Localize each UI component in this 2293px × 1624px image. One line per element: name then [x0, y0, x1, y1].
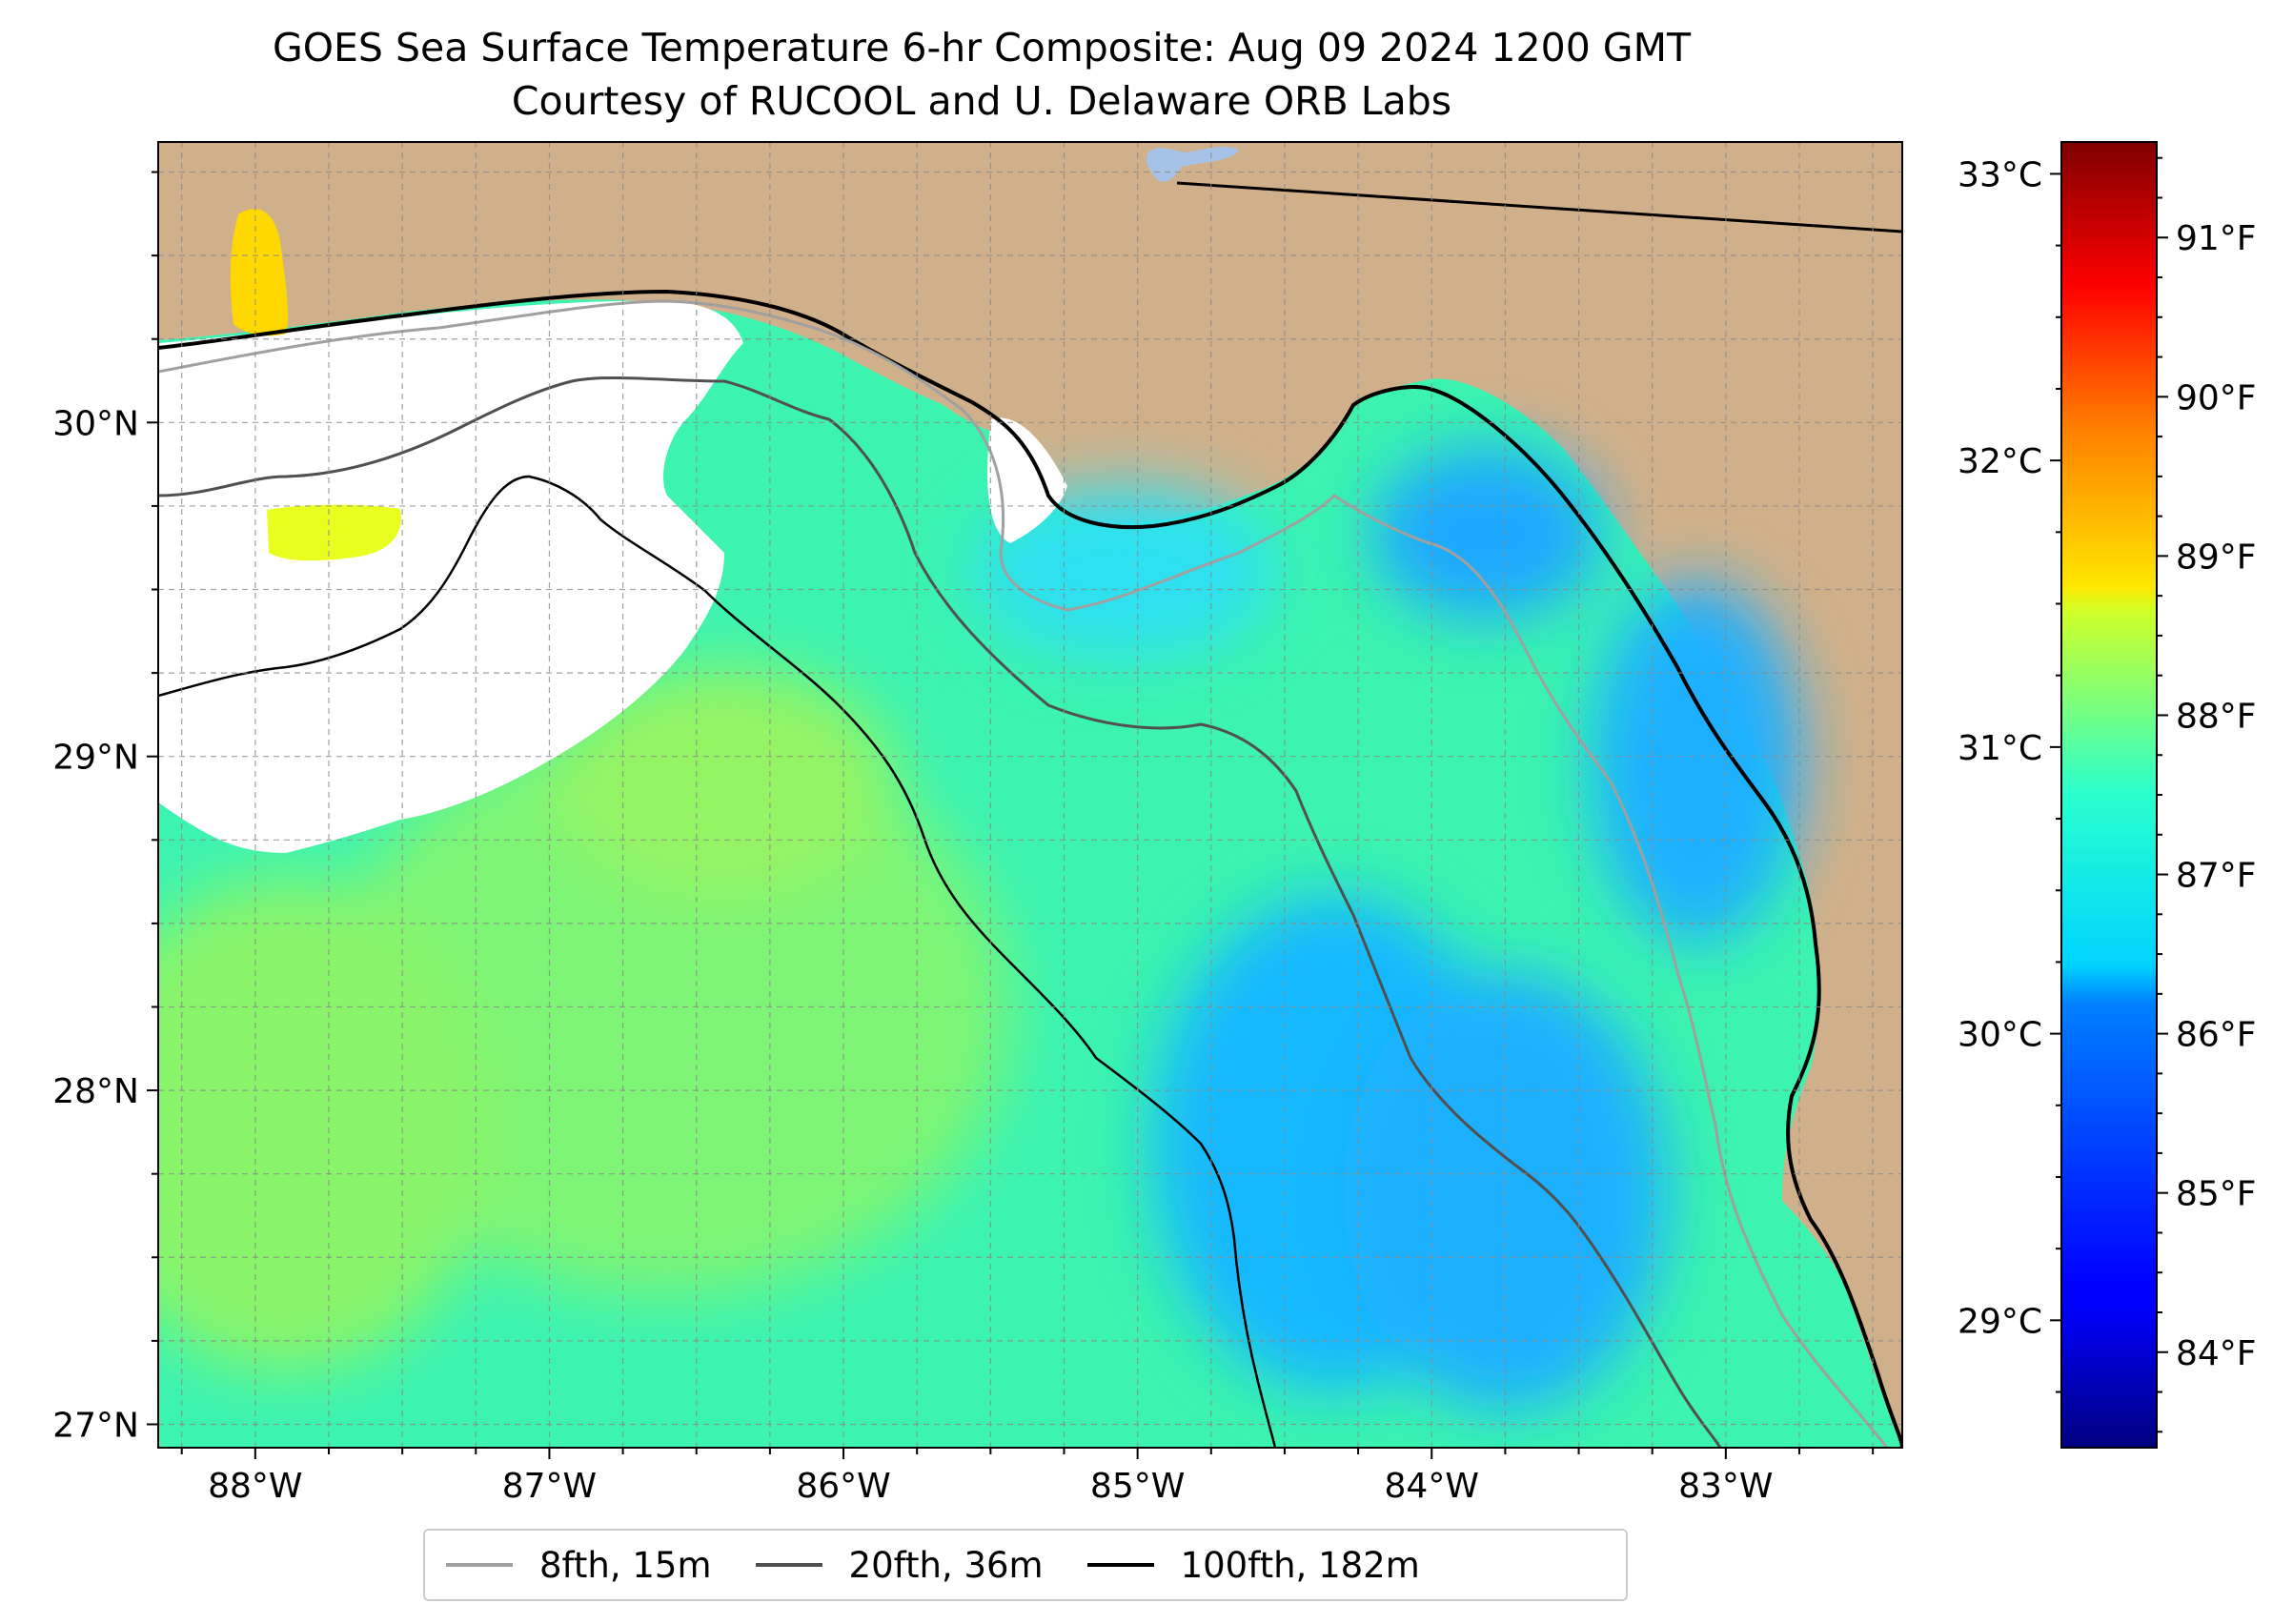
legend-label: 8fth, 15m	[539, 1544, 712, 1586]
contour-100fth-182m	[158, 475, 1277, 1448]
legend-label: 100fth, 182m	[1180, 1544, 1420, 1586]
colorbar	[2060, 141, 2158, 1449]
colorbar-c-label: 31°C	[1958, 729, 2042, 768]
lat-tick-label: 29°N	[52, 739, 139, 778]
legend-entry-20fth: 20fth, 36m	[755, 1544, 1044, 1586]
legend-entry-100fth: 100fth, 182m	[1086, 1544, 1420, 1586]
legend-swatch	[446, 1563, 513, 1567]
lon-tick-label: 87°W	[502, 1467, 597, 1506]
colorbar-fahrenheit-axis: 84°F 85°F 86°F 87°F 88°F 89°F 90°F 91°F	[2157, 156, 2257, 1433]
longitude-axis: 88°W 87°W 86°W 85°W 84°W 83°W	[180, 1448, 1875, 1506]
lat-tick-label: 27°N	[52, 1406, 139, 1445]
temperature-patches	[158, 448, 1801, 1411]
contour-legend: 8fth, 15m 20fth, 36m 100fth, 182m	[423, 1529, 1628, 1601]
latitude-axis: 27°N 28°N 29°N 30°N	[52, 171, 158, 1445]
lon-tick-label: 86°W	[796, 1467, 890, 1506]
colorbar-c-label: 32°C	[1958, 442, 2042, 481]
map-plot-area	[158, 142, 1902, 1448]
figure-subtitle: Courtesy of RUCOOL and U. Delaware ORB L…	[511, 78, 1452, 124]
warm-patch	[230, 209, 289, 336]
lon-tick-label: 83°W	[1678, 1467, 1773, 1506]
colorbar-c-label: 33°C	[1958, 155, 2042, 194]
no-data-region	[987, 417, 1067, 543]
lon-tick-label: 88°W	[208, 1467, 302, 1506]
no-data-region	[158, 300, 743, 853]
colorbar-f-label: 85°F	[2176, 1175, 2257, 1214]
colorbar-celsius-axis: 29°C 30°C 31°C 32°C 33°C	[1958, 155, 2061, 1393]
colorbar-f-label: 86°F	[2176, 1016, 2257, 1055]
colorbar-f-label: 90°F	[2176, 378, 2257, 417]
lon-tick-label: 85°W	[1090, 1467, 1185, 1506]
colorbar-f-label: 87°F	[2176, 857, 2257, 896]
colorbar-f-label: 88°F	[2176, 697, 2257, 736]
lake	[1146, 147, 1239, 182]
colorbar-c-label: 29°C	[1958, 1302, 2042, 1341]
contour-8fth-15m	[158, 299, 1889, 1448]
colorbar-f-label: 84°F	[2176, 1334, 2257, 1373]
colorbar-c-label: 30°C	[1958, 1016, 2042, 1055]
lat-tick-label: 28°N	[52, 1072, 139, 1111]
map-frame	[157, 141, 1903, 1449]
gridlines	[158, 142, 1902, 1448]
legend-swatch	[1086, 1563, 1154, 1567]
state-boundary	[1176, 181, 1902, 233]
legend-entry-8fth: 8fth, 15m	[446, 1545, 712, 1586]
colorbar-f-label: 89°F	[2176, 538, 2257, 577]
warm-patch	[267, 504, 401, 561]
figure-title: GOES Sea Surface Temperature 6-hr Compos…	[272, 25, 1692, 71]
lat-tick-label: 30°N	[52, 404, 139, 443]
legend-swatch	[755, 1563, 822, 1567]
colorbar-f-label: 91°F	[2176, 219, 2257, 258]
coastline	[158, 289, 1902, 1448]
legend-label: 20fth, 36m	[848, 1544, 1044, 1586]
lon-tick-label: 84°W	[1385, 1467, 1479, 1506]
contour-20fth-36m	[158, 376, 1722, 1448]
